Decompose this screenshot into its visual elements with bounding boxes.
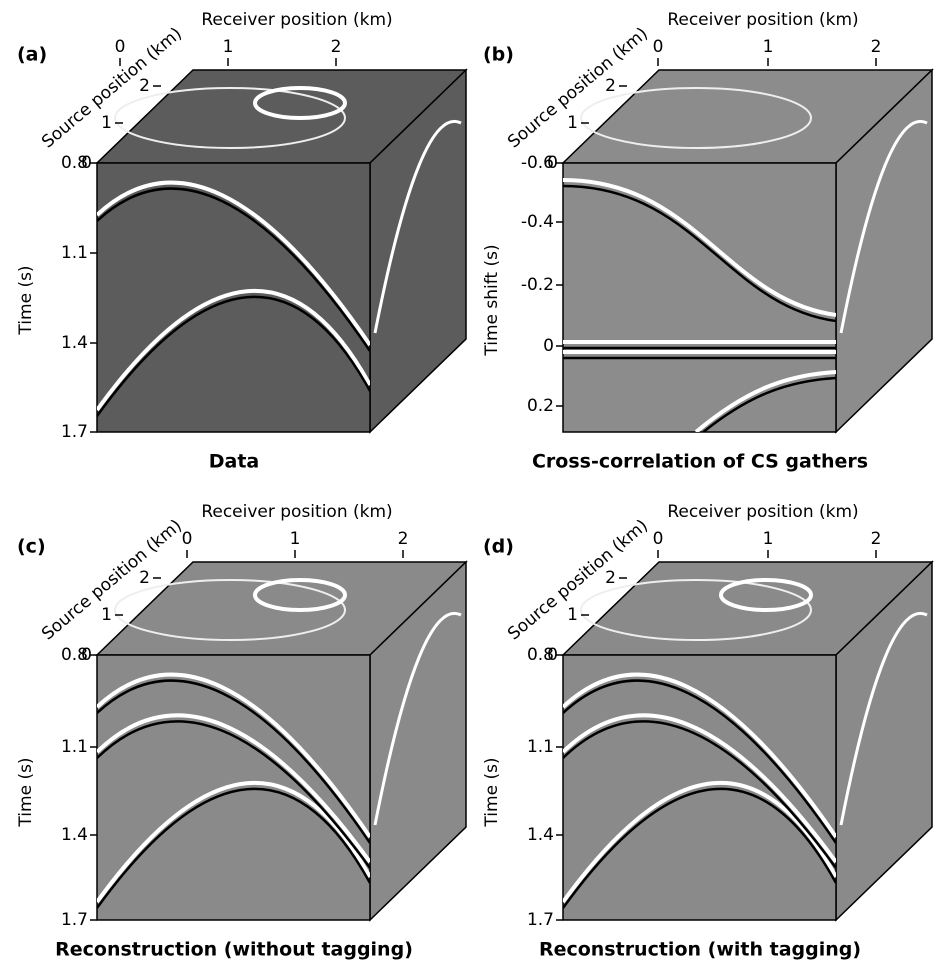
- time-tick-label: 0.2: [527, 396, 554, 416]
- receiver-tick-label: 2: [331, 37, 342, 57]
- receiver-axis-title: Receiver position (km): [201, 10, 392, 30]
- time-tick-label: -0.4: [521, 212, 554, 232]
- time-axis-title: Time (s): [16, 265, 36, 335]
- source-tick-label: 1: [101, 605, 112, 625]
- panel-caption: Cross-correlation of CS gathers: [532, 451, 868, 473]
- receiver-tick-label: 1: [223, 37, 234, 57]
- top-ring: [253, 86, 347, 120]
- wave-light: [563, 178, 836, 317]
- wave-dark: [563, 679, 836, 844]
- wave-dark: [97, 720, 370, 869]
- top-ring: [580, 87, 812, 149]
- receiver-tick-label: 1: [290, 529, 301, 549]
- wave-dark: [563, 184, 836, 323]
- time-tick-label: -0.2: [521, 275, 554, 295]
- side-wave: [373, 612, 462, 826]
- top-ring: [719, 578, 813, 612]
- side-wave: [373, 120, 462, 334]
- time-tick-label: 1.1: [527, 737, 554, 757]
- source-tick-label: 0: [547, 153, 558, 173]
- time-tick-label: 1.4: [527, 825, 554, 845]
- receiver-axis-title: Receiver position (km): [201, 502, 392, 522]
- source-tick-label: 0: [81, 153, 92, 173]
- wave-dark: [563, 787, 836, 909]
- wave-light: [563, 713, 836, 864]
- time-tick-label: 0.8: [527, 645, 554, 665]
- source-tick-label: 2: [605, 76, 616, 96]
- wave-light: [97, 780, 370, 904]
- receiver-tick-label: 0: [653, 37, 664, 57]
- top-ring: [253, 578, 347, 612]
- top-ring: [580, 579, 812, 641]
- time-tick-label: 1.7: [527, 910, 554, 930]
- source-tick-label: 2: [139, 76, 150, 96]
- source-tick-label: 2: [139, 568, 150, 588]
- panel-caption: Reconstruction (without tagging): [55, 939, 413, 961]
- receiver-axis-title: Receiver position (km): [667, 502, 858, 522]
- time-axis-title: Time shift (s): [482, 244, 502, 356]
- time-tick-label: 1.1: [61, 737, 88, 757]
- wavefronts: [97, 672, 370, 909]
- panel-caption: Reconstruction (with tagging): [539, 939, 861, 961]
- receiver-tick-label: 2: [398, 529, 409, 549]
- receiver-axis-title: Receiver position (km): [667, 10, 858, 30]
- wave-light: [97, 180, 370, 347]
- panel-label: (d): [483, 536, 514, 558]
- time-tick-label: 0.8: [61, 645, 88, 665]
- wavefronts: [563, 672, 836, 909]
- panel-caption: Data: [209, 451, 260, 473]
- wave-light: [97, 713, 370, 864]
- time-axis-title: Time (s): [482, 757, 502, 827]
- wave-light: [97, 672, 370, 839]
- time-tick-label: 0: [543, 336, 554, 356]
- wave-light: [563, 780, 836, 904]
- wave-dark: [563, 720, 836, 869]
- panel-label: (b): [483, 44, 514, 66]
- receiver-tick-label: 1: [763, 529, 774, 549]
- side-wave: [839, 120, 928, 334]
- wave-dark: [97, 187, 370, 352]
- wave-light: [694, 370, 836, 432]
- side-wave: [839, 612, 928, 826]
- time-tick-label: 1.4: [61, 825, 88, 845]
- receiver-tick-label: 0: [182, 529, 193, 549]
- receiver-tick-label: 2: [871, 529, 882, 549]
- source-tick-label: 1: [567, 605, 578, 625]
- top-ring: [114, 579, 346, 641]
- wavefronts: [563, 178, 836, 432]
- source-tick-label: 0: [81, 645, 92, 665]
- wave-dark: [97, 679, 370, 844]
- top-ring: [114, 87, 346, 149]
- wave-light: [563, 672, 836, 839]
- time-tick-label: 1.7: [61, 422, 88, 442]
- receiver-tick-label: 0: [115, 37, 126, 57]
- time-tick-label: 1.1: [61, 243, 88, 263]
- receiver-tick-label: 2: [871, 37, 882, 57]
- panel-label: (a): [17, 44, 47, 66]
- time-tick-label: -0.6: [521, 153, 554, 173]
- receiver-tick-label: 0: [653, 529, 664, 549]
- wavefronts: [97, 180, 370, 417]
- wave-dark: [97, 787, 370, 909]
- wave-light: [97, 288, 370, 412]
- source-tick-label: 2: [605, 568, 616, 588]
- source-tick-label: 1: [567, 113, 578, 133]
- time-tick-label: 1.4: [61, 333, 88, 353]
- front-face: [562, 162, 837, 433]
- source-tick-label: 1: [101, 113, 112, 133]
- source-tick-label: 0: [547, 645, 558, 665]
- panel-label: (c): [17, 536, 46, 558]
- time-tick-label: 1.7: [61, 910, 88, 930]
- time-axis-title: Time (s): [16, 757, 36, 827]
- time-tick-label: 0.8: [61, 153, 88, 173]
- wave-dark: [97, 295, 370, 417]
- wave-dark: [701, 376, 836, 432]
- receiver-tick-label: 1: [763, 37, 774, 57]
